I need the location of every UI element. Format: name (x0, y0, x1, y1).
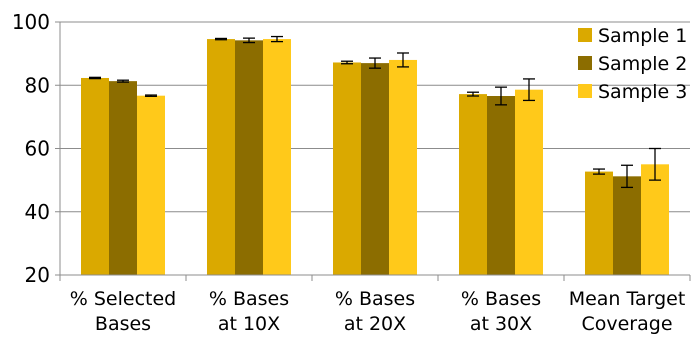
bar-1-1 (81, 77, 109, 275)
x-tick-label: % Bases (209, 288, 289, 310)
x-tick-label: Bases (95, 313, 151, 335)
bar-1-2 (207, 39, 235, 275)
x-tick-label: Mean Target (569, 288, 686, 310)
x-tick-label: at 20X (344, 313, 406, 335)
bar-2-5 (613, 176, 641, 275)
y-tick-label: 40 (25, 200, 50, 224)
y-tick-label: 100 (12, 10, 50, 34)
bar-1-3 (333, 62, 361, 276)
error-bar-2-2 (243, 37, 255, 44)
bar-1-5 (585, 171, 613, 275)
y-tick-label: 60 (25, 137, 50, 161)
legend-label: Sample 3 (598, 81, 687, 103)
y-tick-label: 20 (25, 263, 50, 287)
legend-swatch (578, 56, 592, 70)
y-tick-label: 80 (25, 73, 50, 97)
error-bar-3-3 (397, 52, 409, 68)
x-tick-label: % Bases (335, 288, 415, 310)
error-bar-2-4 (495, 86, 507, 106)
x-tick-label: at 10X (218, 313, 280, 335)
bar-2-4 (487, 96, 515, 275)
x-tick-label: % Bases (461, 288, 541, 310)
error-bar-1-3 (341, 60, 353, 65)
bar-3-4 (515, 89, 543, 276)
legend-label: Sample 1 (598, 25, 687, 47)
axes (55, 21, 691, 281)
legend-item-1: Sample 1 (578, 25, 687, 47)
legend-label: Sample 2 (598, 53, 687, 75)
bar-3-2 (263, 39, 291, 275)
legend-item-3: Sample 3 (578, 81, 687, 103)
error-bar-3-1 (145, 94, 157, 97)
x-tick-labels: % Selected Bases % Bases at 10X % Bases at 20… (70, 288, 686, 335)
error-bar-3-5 (649, 147, 661, 181)
error-bar-2-5 (621, 164, 633, 189)
error-bar-3-2 (271, 35, 283, 43)
bar-3-5 (641, 164, 669, 275)
error-bar-1-1 (89, 76, 101, 80)
bar-3-3 (389, 59, 417, 276)
bars (81, 39, 669, 276)
legend-item-2: Sample 2 (578, 53, 687, 75)
legend: Sample 1 Sample 2 Sample 3 (578, 25, 687, 103)
bar-2-1 (109, 81, 137, 275)
y-tick-labels: 20 40 60 80 100 (12, 10, 50, 287)
error-bar-1-5 (593, 168, 605, 175)
error-bar-2-1 (117, 79, 129, 83)
legend-swatch (578, 28, 592, 42)
bar-2-2 (235, 40, 263, 275)
error-bar-1-4 (467, 91, 479, 97)
error-bar-2-3 (369, 57, 381, 69)
x-tick-label: % Selected (70, 288, 176, 310)
error-bar-1-2 (215, 37, 227, 41)
bar-3-1 (137, 95, 165, 275)
legend-swatch (578, 84, 592, 98)
error-bars (89, 35, 661, 189)
error-bar-3-4 (523, 78, 535, 102)
x-tick-label: Coverage (581, 313, 672, 335)
bar-1-4 (459, 94, 487, 275)
bar-2-3 (361, 63, 389, 275)
x-tick-label: at 30X (470, 313, 532, 335)
